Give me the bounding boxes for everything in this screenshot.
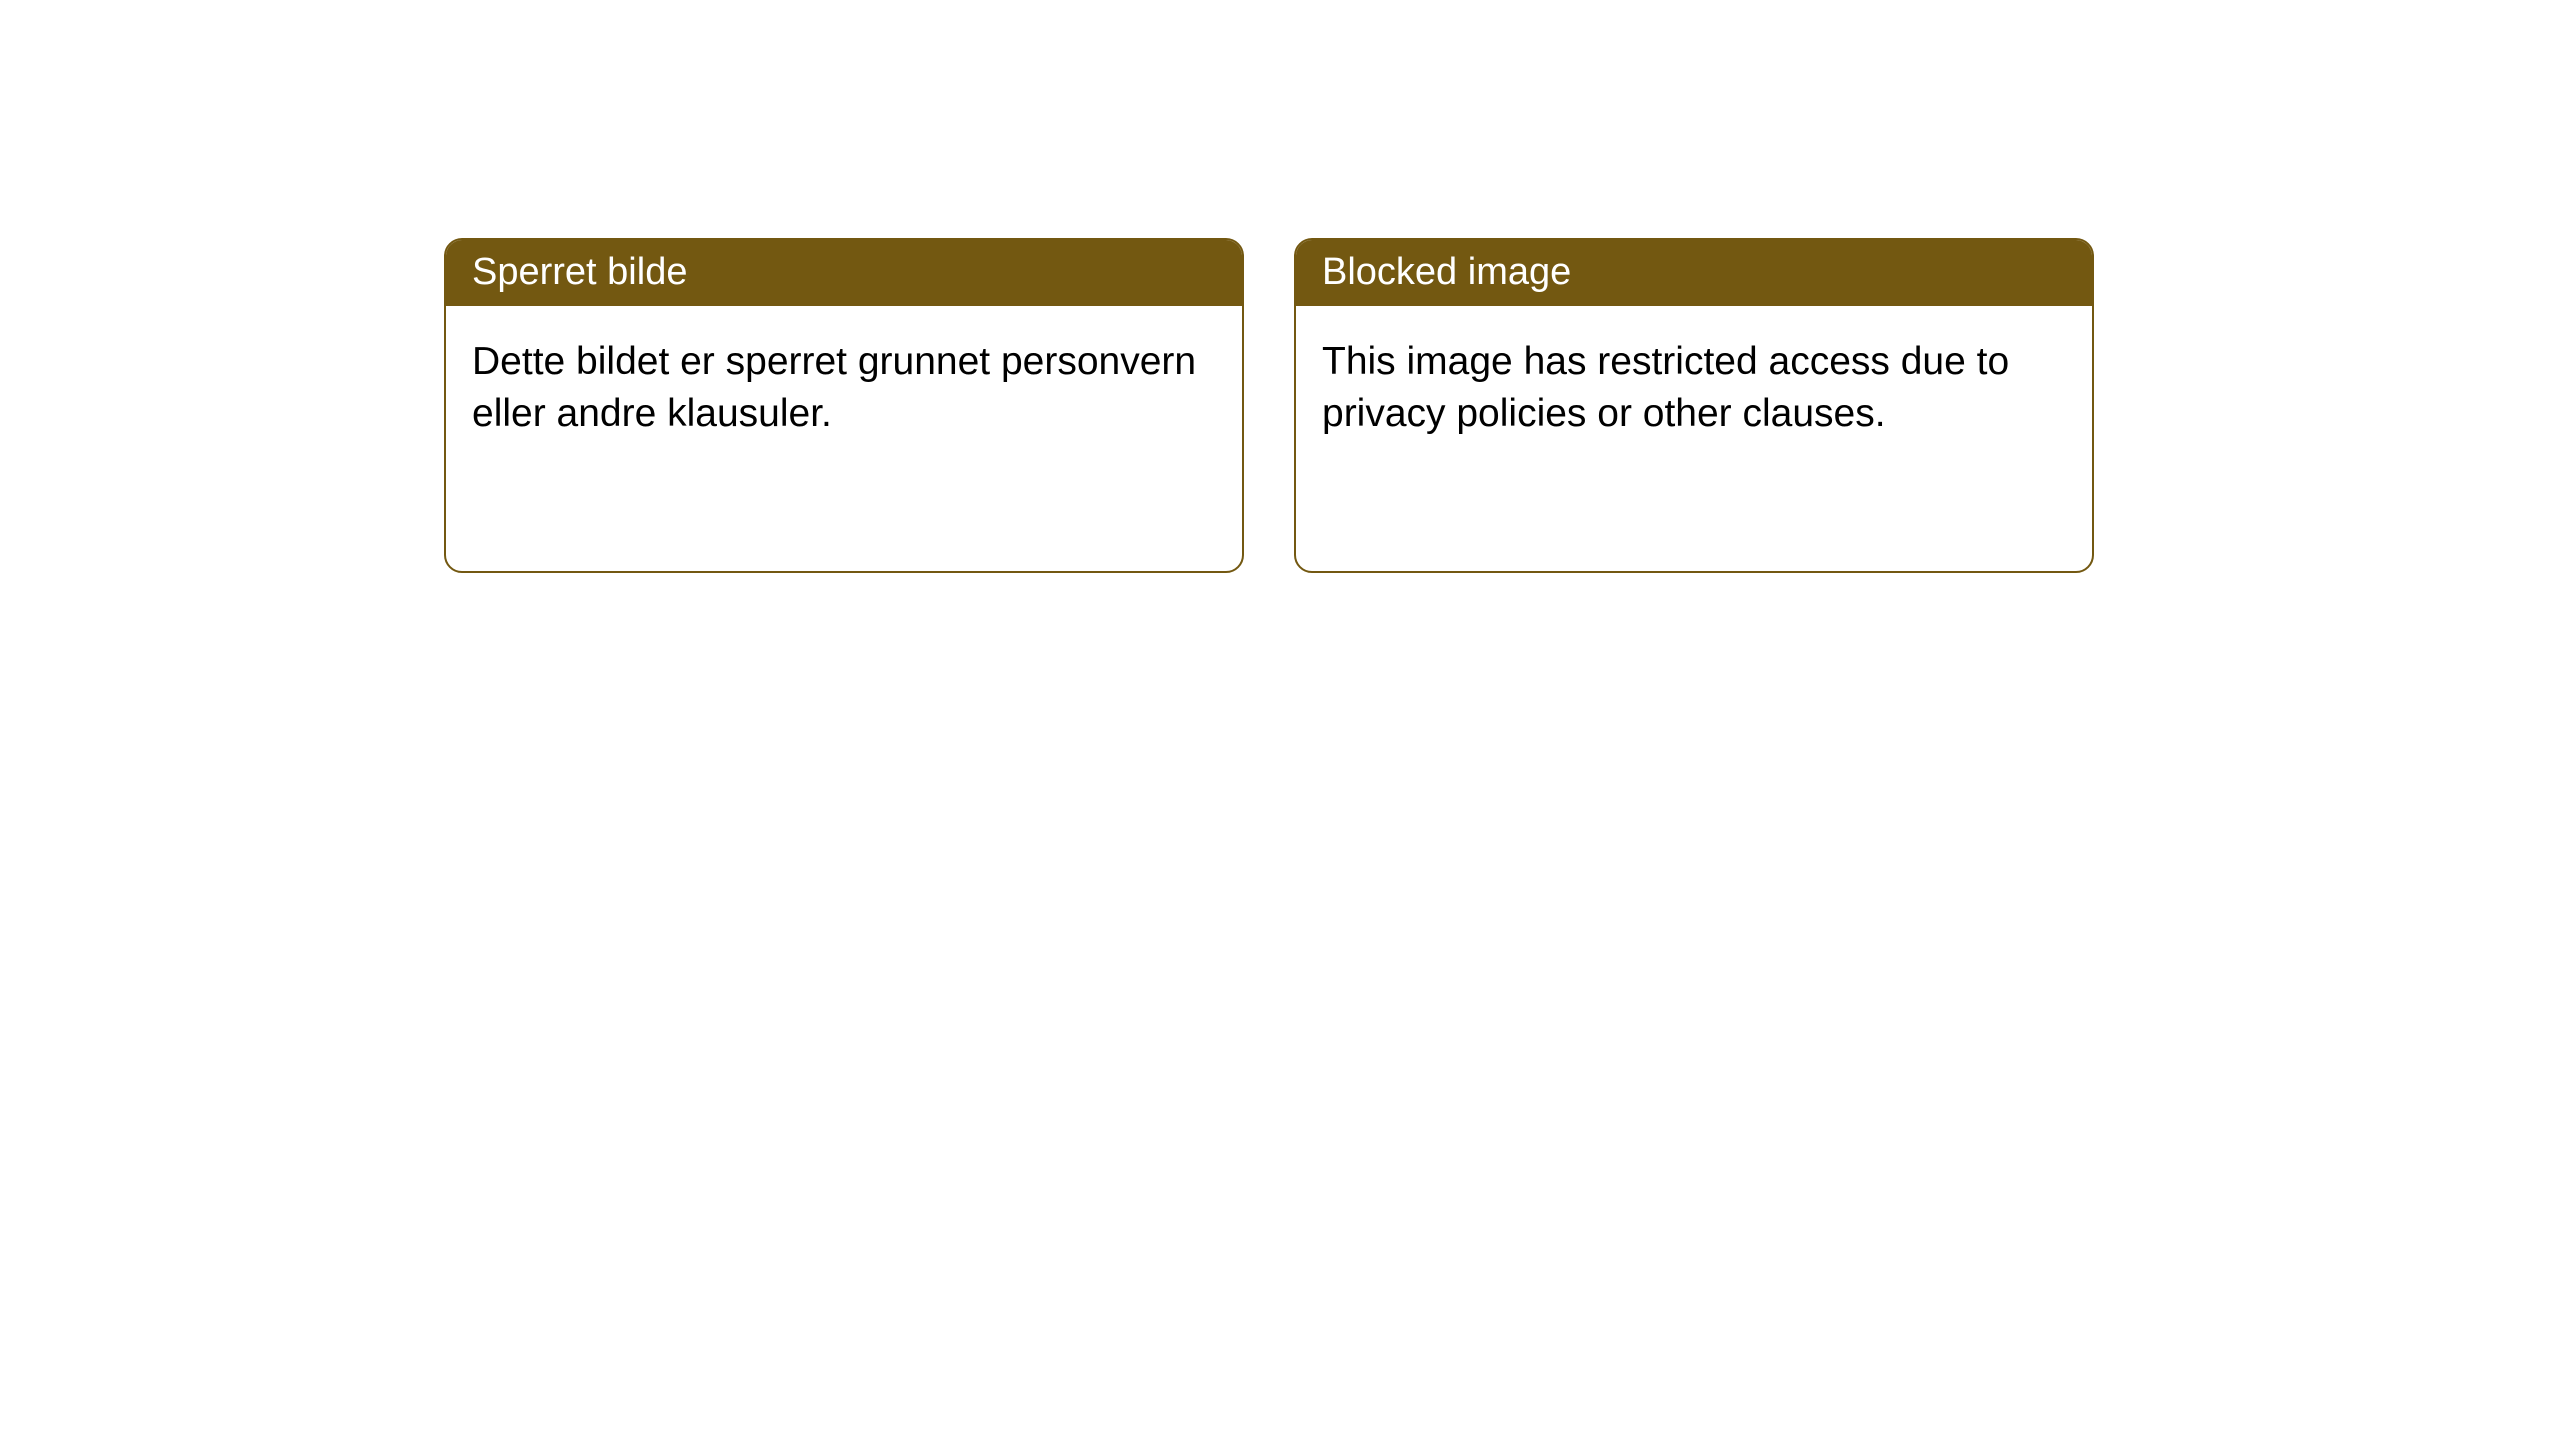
notice-container: Sperret bilde Dette bildet er sperret gr… bbox=[444, 238, 2094, 573]
notice-card-norwegian: Sperret bilde Dette bildet er sperret gr… bbox=[444, 238, 1244, 573]
notice-body: This image has restricted access due to … bbox=[1296, 306, 2092, 471]
notice-title: Blocked image bbox=[1296, 240, 2092, 306]
notice-body: Dette bildet er sperret grunnet personve… bbox=[446, 306, 1242, 471]
notice-title: Sperret bilde bbox=[446, 240, 1242, 306]
notice-card-english: Blocked image This image has restricted … bbox=[1294, 238, 2094, 573]
